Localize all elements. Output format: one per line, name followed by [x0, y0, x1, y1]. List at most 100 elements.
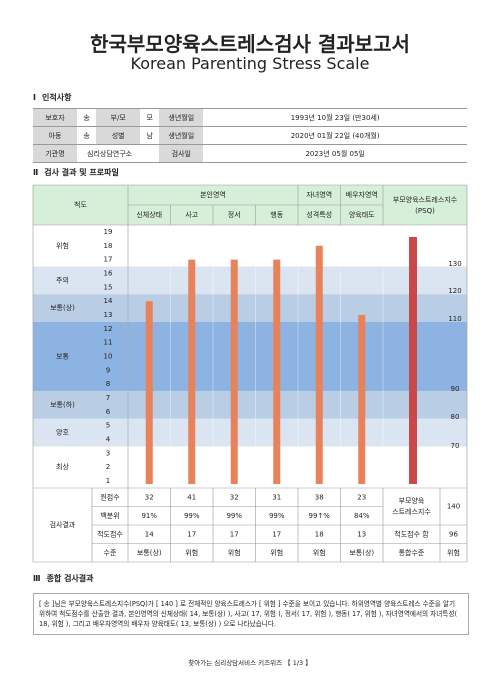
cell-value: 13: [357, 530, 366, 538]
cell-value: 84%: [354, 512, 370, 520]
cell: 기관명: [33, 144, 77, 163]
cell-value: 41: [187, 493, 196, 501]
scale-number: 4: [106, 436, 111, 444]
info-table: 보호자 송 부/모 모 생년월일 1993년 10월 23일 (만30세) 아동…: [33, 108, 467, 163]
scale-header: 양육태도: [349, 211, 375, 219]
psq-sum: 96: [449, 530, 458, 538]
psq-tick-label: 110: [448, 315, 461, 323]
level-band: [33, 225, 467, 267]
cell: 2023년 05월 05일: [203, 144, 467, 163]
bar: [230, 259, 238, 484]
scale-number: 14: [104, 297, 113, 305]
header-cell: 척도: [74, 201, 87, 209]
level-label: 보통(하): [50, 400, 75, 409]
subtitle: Korean Parenting Stress Scale: [130, 54, 370, 73]
psq-label: 스트레스지수: [392, 507, 431, 516]
section-title: 인적사항: [41, 93, 72, 102]
cell-value: 17: [272, 530, 281, 538]
scale-header: 사고: [185, 210, 198, 219]
cell-value: 91%: [141, 512, 157, 520]
psq-tick-label: 70: [451, 442, 460, 450]
level-band: [33, 294, 467, 322]
summary-text: [ 송 ]님은 부모양육스트레스지수(PSQ)가 [ 140 ] 로 전체적인 …: [33, 593, 469, 635]
cell-value: 99%: [269, 512, 285, 520]
cell: 검사일: [159, 144, 204, 163]
scale-number: 10: [104, 352, 113, 360]
level-label: 주의: [56, 275, 69, 284]
cell: 심리상담연구소: [77, 144, 160, 163]
cell-value: 31: [272, 493, 281, 501]
bar: [188, 259, 196, 484]
cell-value: 위험: [185, 549, 198, 557]
psq-value: 140: [447, 503, 460, 511]
bar: [315, 245, 323, 484]
level-label: 최상: [56, 462, 69, 471]
level-band: [33, 266, 467, 295]
scale-number: 15: [104, 283, 113, 291]
section-heading: Ⅱ 검사 결과 및 프로파일: [33, 167, 125, 178]
cell-value: 18: [315, 530, 324, 538]
psq-tick-label: 90: [451, 385, 460, 393]
scale-number: 5: [106, 422, 110, 430]
cell-value: 99↑%: [309, 512, 331, 520]
scale-number: 3: [106, 449, 110, 457]
cell-value: 17: [230, 530, 239, 538]
scale-header: 정서: [228, 210, 241, 219]
psq-header: 부모양육스트레스지수: [393, 195, 458, 204]
psq-header: (PSQ): [415, 207, 435, 215]
scale-number: 7: [106, 394, 110, 402]
psq-level: 위험: [447, 549, 460, 557]
section-number: Ⅱ: [33, 168, 39, 177]
cell: 보호자: [33, 108, 77, 127]
cell-value: 32: [230, 493, 239, 501]
row-label: 원점수: [100, 492, 120, 501]
section-heading: Ⅰ 인적사항: [33, 92, 77, 103]
cell-value: 보통(상): [349, 548, 374, 557]
cell-value: 99%: [184, 512, 200, 520]
cell: 성별: [96, 126, 141, 145]
scale-number: 8: [106, 380, 110, 388]
group-header: 자녀영역: [306, 190, 332, 199]
scale-header: 신체상태: [136, 210, 162, 219]
psq-label: 부모양육: [399, 497, 425, 505]
cell-value: 14: [145, 530, 154, 538]
scale-number: 6: [106, 408, 111, 416]
cell: 부/모: [96, 108, 141, 127]
scale-number: 2: [106, 463, 110, 471]
section-number: Ⅲ: [33, 574, 41, 583]
group-header: 본인영역: [200, 190, 226, 199]
level-label: 위험: [56, 242, 69, 250]
scale-number: 17: [104, 256, 113, 264]
cell-value: 17: [187, 530, 196, 538]
group-header: 배우자영역: [346, 190, 378, 199]
level-band: [33, 418, 467, 447]
bar: [145, 301, 153, 484]
level-band: [33, 391, 467, 419]
level-band: [33, 446, 467, 488]
psq-tick-label: 80: [451, 413, 460, 421]
cell-value: 38: [315, 493, 324, 501]
section-heading: Ⅲ 종합 검사결과: [33, 573, 100, 584]
row-label: 백분위: [100, 511, 119, 520]
cell-value: 위험: [270, 549, 283, 557]
title: 한국부모양육스트레스검사 결과보고서: [90, 32, 410, 56]
scale-header: 성격특성: [306, 210, 332, 219]
cell-value: 23: [357, 493, 366, 501]
scale-number: 11: [104, 339, 113, 347]
scale-header: 행동: [270, 210, 283, 219]
scale-number: 13: [104, 311, 113, 319]
scale-number: 12: [104, 325, 113, 333]
row-label: 척도점수: [97, 530, 123, 538]
level-label: 양호: [56, 429, 69, 437]
results-label: 검사결과: [50, 520, 76, 529]
row-label: 수준: [104, 549, 117, 557]
footer: 찾아가는 심리상담서비스 키즈위즈 【 1/3 】: [188, 659, 312, 667]
scale-number: 18: [104, 242, 113, 250]
level-label: 보통: [56, 352, 69, 360]
cell: 생년월일: [159, 126, 204, 145]
psq-tick-label: 120: [448, 287, 461, 295]
section-title: 검사 결과 및 프로파일: [44, 168, 119, 177]
level-band: [33, 321, 467, 392]
